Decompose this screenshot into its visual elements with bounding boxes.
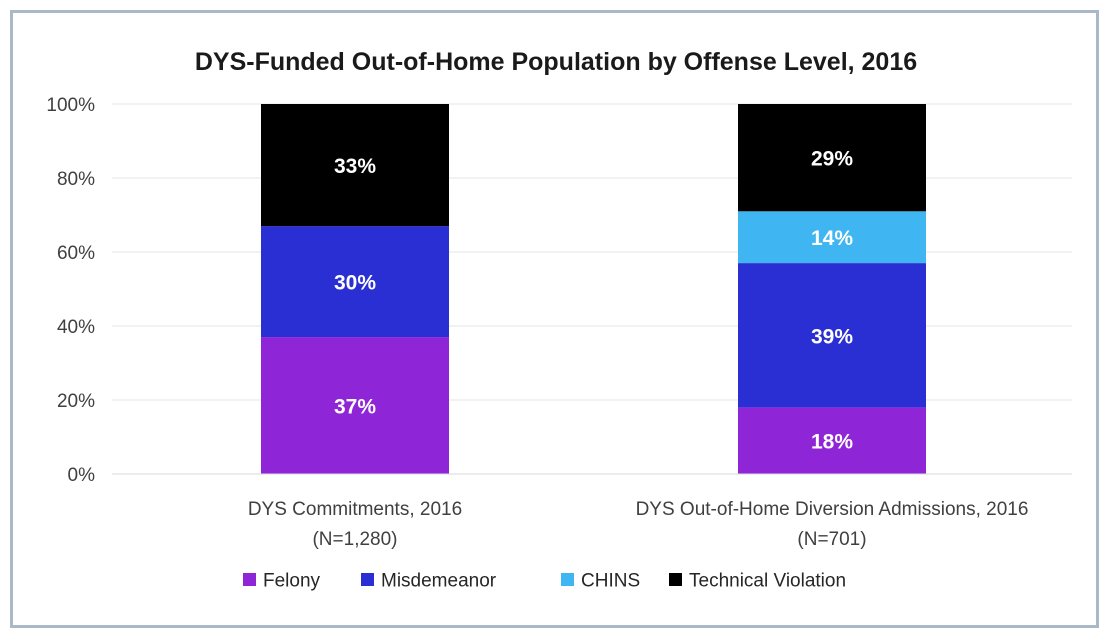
x-category-label: DYS Commitments, 2016 <box>248 499 462 520</box>
x-category-label: (N=701) <box>797 529 866 550</box>
legend: Felony Misdemeanor CHINS Technical Violatio… <box>243 571 846 592</box>
x-category-label: (N=1,280) <box>312 529 397 550</box>
legend-swatch <box>243 573 256 586</box>
x-axis-categories: DYS Commitments, 2016 (N=1,280) DYS Out-of… <box>248 499 1029 550</box>
data-label: 39% <box>811 325 853 348</box>
data-label: 18% <box>811 431 853 454</box>
data-label: 14% <box>811 227 853 250</box>
bar-segment-misdemeanor <box>261 226 449 338</box>
legend-label: Felony <box>263 571 321 592</box>
legend-label: CHINS <box>581 571 640 592</box>
bar-segment-technical-violation <box>261 104 449 227</box>
bar-segment-felony <box>261 337 449 474</box>
legend-label: Technical Violation <box>689 571 846 592</box>
legend-swatch <box>669 573 682 586</box>
bars: 37% 30% 33% 18% 39% 14% 29% <box>112 104 1072 475</box>
data-label: 30% <box>334 272 376 295</box>
x-category-label: DYS Out-of-Home Diversion Admissions, 20… <box>636 499 1029 520</box>
y-axis-ticks: 0% 20% 40% 60% 80% 100% <box>46 95 95 486</box>
y-tick-label: 20% <box>57 391 95 412</box>
legend-swatch <box>361 573 374 586</box>
chart-title: DYS-Funded Out-of-Home Population by Off… <box>195 48 917 76</box>
y-tick-label: 60% <box>57 243 95 264</box>
bar-segment-misdemeanor <box>738 263 926 408</box>
data-label: 37% <box>334 396 376 419</box>
data-label: 29% <box>811 148 853 171</box>
y-tick-label: 100% <box>46 95 95 116</box>
gridlines <box>112 103 1072 475</box>
bar-segment-felony <box>738 407 926 474</box>
legend-swatch <box>561 573 574 586</box>
legend-label: Misdemeanor <box>381 571 497 592</box>
y-tick-label: 40% <box>57 317 95 338</box>
bar-segment-chins <box>738 211 926 264</box>
bar-segment-technical-violation <box>738 104 926 212</box>
data-label: 33% <box>334 155 376 178</box>
y-tick-label: 80% <box>57 169 95 190</box>
y-tick-label: 0% <box>68 465 96 486</box>
